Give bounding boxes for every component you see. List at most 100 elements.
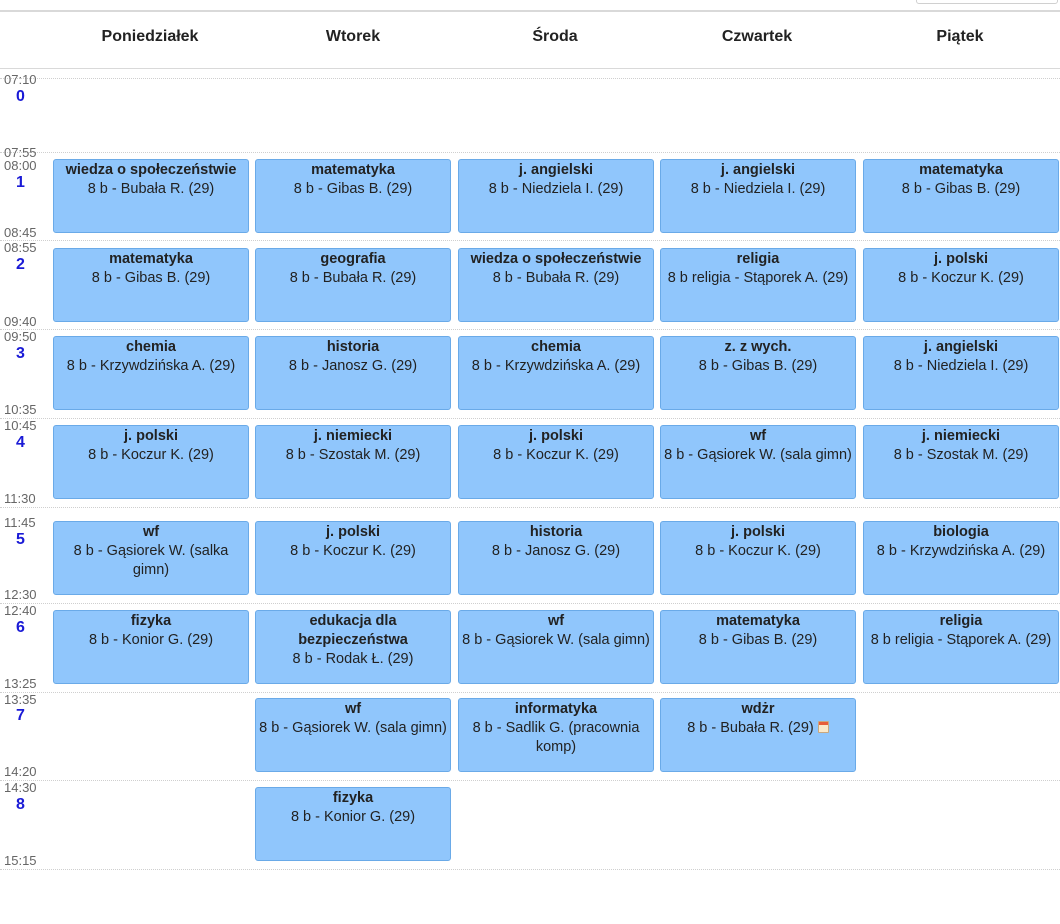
lesson-card[interactable]: j. angielski 8 b - Niedziela I. (29) xyxy=(863,336,1059,410)
lesson-card[interactable]: matematyka 8 b - Gibas B. (29) xyxy=(660,610,856,684)
lesson-detail: 8 b - Koczur K. (29) xyxy=(88,447,214,463)
lesson-card[interactable]: wf 8 b - Gąsiorek W. (sala gimn) xyxy=(255,698,451,772)
day-header-tuesday: Wtorek xyxy=(325,28,381,45)
lesson-card[interactable]: historia 8 b - Janosz G. (29) xyxy=(458,521,654,595)
lesson-card[interactable]: j. angielski 8 b - Niedziela I. (29) xyxy=(660,159,856,233)
lesson-detail: 8 b - Gibas B. (29) xyxy=(901,181,1021,197)
lesson-detail: 8 b - Gibas B. (29) xyxy=(91,270,211,286)
lesson-detail: 8 b - Koczur K. (29) xyxy=(290,543,416,559)
lesson-card[interactable]: wdżr 8 b - Bubała R. (29) xyxy=(660,698,856,772)
period-start-time: 08:00 xyxy=(4,158,37,173)
lesson-subject: matematyka xyxy=(716,613,800,629)
lesson-card[interactable]: religia 8 b religia - Stąporek A. (29) xyxy=(863,610,1059,684)
period-end-time: 11:30 xyxy=(4,491,36,506)
lesson-subject: wf xyxy=(749,428,767,444)
period-start-time: 14:30 xyxy=(4,780,37,795)
lesson-card[interactable]: matematyka 8 b - Gibas B. (29) xyxy=(863,159,1059,233)
lesson-detail: 8 b religia - Stąporek A. (29) xyxy=(870,632,1052,648)
lesson-card[interactable]: matematyka 8 b - Gibas B. (29) xyxy=(255,159,451,233)
period-end-time: 13:25 xyxy=(4,676,37,691)
lesson-card[interactable]: fizyka 8 b - Konior G. (29) xyxy=(53,610,249,684)
lesson-detail: 8 b - Gąsiorek W. (salka gimn) xyxy=(73,543,229,578)
lesson-card[interactable]: j. niemiecki 8 b - Szostak M. (29) xyxy=(255,425,451,499)
lesson-detail: 8 b - Krzywdzińska A. (29) xyxy=(66,358,236,374)
period-start-time: 12:40 xyxy=(4,603,37,618)
lesson-subject: edukacja dla bezpieczeństwa xyxy=(298,613,408,648)
lesson-subject: z. z wych. xyxy=(724,339,792,355)
lesson-detail: 8 b - Bubała R. (29) xyxy=(289,270,417,286)
lesson-card[interactable]: historia 8 b - Janosz G. (29) xyxy=(255,336,451,410)
lesson-subject: j. angielski xyxy=(518,162,594,178)
period-start-time: 07:10 xyxy=(4,72,37,87)
lesson-number: 5 xyxy=(16,531,25,548)
lesson-subject: wf xyxy=(344,701,362,717)
day-header-wednesday: Środa xyxy=(532,28,578,45)
lesson-detail: 8 b - Gibas B. (29) xyxy=(698,358,818,374)
lesson-card[interactable]: informatyka 8 b - Sadlik G. (pracownia ko… xyxy=(458,698,654,772)
lesson-card[interactable]: j. polski 8 b - Koczur K. (29) xyxy=(660,521,856,595)
lesson-card[interactable]: j. angielski 8 b - Niedziela I. (29) xyxy=(458,159,654,233)
lesson-detail: 8 b - Krzywdzińska A. (29) xyxy=(876,543,1046,559)
lesson-card[interactable]: j. polski 8 b - Koczur K. (29) xyxy=(458,425,654,499)
lesson-detail: 8 b - Krzywdzińska A. (29) xyxy=(471,358,641,374)
lesson-card[interactable]: z. z wych. 8 b - Gibas B. (29) xyxy=(660,336,856,410)
lesson-detail: 8 b - Gąsiorek W. (sala gimn) xyxy=(664,447,852,463)
lesson-card[interactable]: chemia 8 b - Krzywdzińska A. (29) xyxy=(458,336,654,410)
period-line xyxy=(0,329,1060,330)
lesson-detail: 8 b - Koczur K. (29) xyxy=(695,543,821,559)
lesson-detail: 8 b - Gąsiorek W. (sala gimn) xyxy=(462,632,650,648)
lesson-card[interactable]: edukacja dla bezpieczeństwa 8 b - Rodak Ł… xyxy=(255,610,451,684)
lesson-number: 4 xyxy=(16,434,25,451)
lesson-detail: 8 b - Gibas B. (29) xyxy=(698,632,818,648)
lesson-subject: j. angielski xyxy=(720,162,796,178)
lesson-card[interactable]: geografia 8 b - Bubała R. (29) xyxy=(255,248,451,322)
lesson-card[interactable]: religia 8 b religia - Stąporek A. (29) xyxy=(660,248,856,322)
lesson-card[interactable]: wf 8 b - Gąsiorek W. (sala gimn) xyxy=(458,610,654,684)
lesson-card[interactable]: j. polski 8 b - Koczur K. (29) xyxy=(863,248,1059,322)
calendar-icon[interactable] xyxy=(817,721,829,733)
period-end-time: 08:45 xyxy=(4,225,37,240)
lesson-detail: 8 b - Niedziela I. (29) xyxy=(690,181,826,197)
lesson-number: 2 xyxy=(16,256,25,273)
top-control[interactable] xyxy=(916,0,1058,4)
day-header-friday: Piątek xyxy=(936,28,984,45)
lesson-number: 1 xyxy=(16,174,25,191)
lesson-subject: wiedza o społeczeństwie xyxy=(470,251,642,267)
period-end-time: 09:40 xyxy=(4,314,37,329)
lesson-card[interactable]: biologia 8 b - Krzywdzińska A. (29) xyxy=(863,521,1059,595)
lesson-detail: 8 b - Gibas B. (29) xyxy=(293,181,413,197)
lesson-number: 0 xyxy=(16,88,25,105)
period-line xyxy=(0,418,1060,419)
lesson-card[interactable]: wiedza o społeczeństwie 8 b - Bubała R. (… xyxy=(53,159,249,233)
period-start-time: 09:50 xyxy=(4,329,37,344)
day-header-monday: Poniedziałek xyxy=(101,28,199,45)
lesson-subject: biologia xyxy=(933,524,989,540)
period-line xyxy=(0,240,1060,241)
lesson-detail: 8 b religia - Stąporek A. (29) xyxy=(667,270,849,286)
lesson-card[interactable]: j. polski 8 b - Koczur K. (29) xyxy=(255,521,451,595)
lesson-card[interactable]: matematyka 8 b - Gibas B. (29) xyxy=(53,248,249,322)
lesson-detail-row: 8 b - Bubała R. (29) xyxy=(661,719,855,738)
lesson-subject: j. polski xyxy=(529,428,583,444)
lesson-subject: historia xyxy=(326,339,380,355)
lesson-card[interactable]: chemia 8 b - Krzywdzińska A. (29) xyxy=(53,336,249,410)
lesson-card[interactable]: wf 8 b - Gąsiorek W. (salka gimn) xyxy=(53,521,249,595)
lesson-card[interactable]: j. niemiecki 8 b - Szostak M. (29) xyxy=(863,425,1059,499)
lesson-subject: informatyka xyxy=(514,701,598,717)
lesson-detail: 8 b - Gąsiorek W. (sala gimn) xyxy=(259,720,447,736)
lesson-card[interactable]: fizyka 8 b - Konior G. (29) xyxy=(255,787,451,861)
period-line xyxy=(0,603,1060,604)
lesson-subject: chemia xyxy=(531,339,581,355)
lesson-card[interactable]: wf 8 b - Gąsiorek W. (sala gimn) xyxy=(660,425,856,499)
lesson-detail: 8 b - Bubała R. (29) xyxy=(687,720,814,736)
period-line xyxy=(0,78,1060,79)
period-end-time: 07:55 xyxy=(4,145,37,160)
lesson-detail: 8 b - Szostak M. (29) xyxy=(893,447,1029,463)
lesson-card[interactable]: j. polski 8 b - Koczur K. (29) xyxy=(53,425,249,499)
days-header: Poniedziałek Wtorek Środa Czwartek Piąte… xyxy=(0,12,1060,69)
period-end-time: 15:15 xyxy=(4,853,37,868)
lesson-subject: fizyka xyxy=(332,790,374,806)
lesson-detail: 8 b - Konior G. (29) xyxy=(88,632,214,648)
lesson-card[interactable]: wiedza o społeczeństwie 8 b - Bubała R. (… xyxy=(458,248,654,322)
day-header-thursday: Czwartek xyxy=(721,28,793,45)
